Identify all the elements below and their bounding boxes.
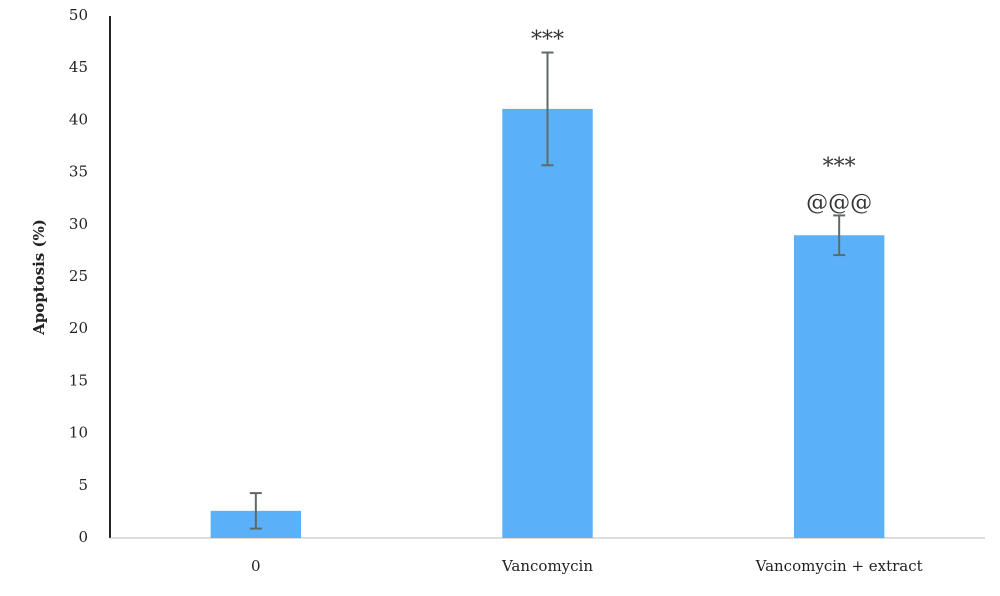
annotation: *** — [531, 28, 564, 53]
y-tick-label: 25 — [69, 267, 88, 285]
y-axis-title: Apoptosis (%) — [30, 219, 48, 336]
y-tick-label: 20 — [69, 319, 88, 337]
y-tick-label: 0 — [78, 528, 88, 546]
error-bar — [249, 492, 262, 530]
x-tick-label: Vancomycin + extract — [755, 557, 923, 575]
y-tick-label: 35 — [69, 163, 88, 181]
x-tick-label: Vancomycin — [501, 557, 593, 575]
y-tick-label: 10 — [69, 424, 88, 442]
y-tick-label: 45 — [69, 58, 88, 76]
x-tick-label: 0 — [251, 557, 261, 575]
error-bar — [541, 51, 554, 167]
y-tick-label: 50 — [69, 6, 88, 24]
y-tick-label: 40 — [69, 110, 88, 128]
y-tick-label: 15 — [69, 371, 88, 389]
error-bar — [833, 214, 846, 257]
bar — [502, 108, 593, 538]
bar — [793, 235, 885, 539]
annotation: @@@ — [806, 190, 872, 215]
y-tick-label: 5 — [78, 476, 88, 494]
y-tick-label: 30 — [69, 215, 88, 233]
annotation: *** — [823, 154, 856, 179]
